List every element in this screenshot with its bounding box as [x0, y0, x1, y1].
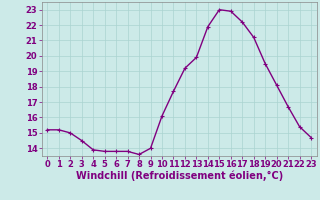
X-axis label: Windchill (Refroidissement éolien,°C): Windchill (Refroidissement éolien,°C) — [76, 171, 283, 181]
